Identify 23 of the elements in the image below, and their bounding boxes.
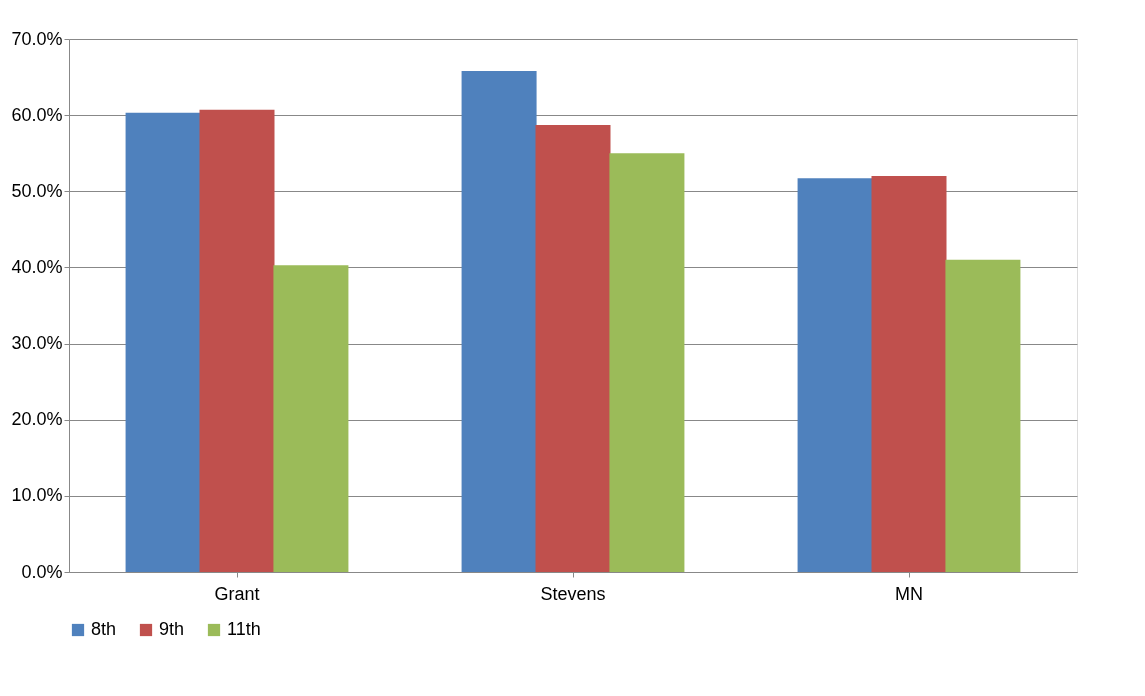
legend-label: 8th	[91, 619, 117, 639]
y-tick-label: 50.0%	[11, 180, 63, 201]
bar	[871, 176, 947, 572]
y-tick-label: 60.0%	[11, 104, 63, 125]
legend-label: 9th	[159, 619, 185, 639]
x-tick-label: MN	[895, 583, 923, 604]
bar	[945, 259, 1021, 572]
bar	[797, 178, 873, 572]
x-tick-label: Grant	[214, 583, 260, 604]
x-tick-label: Stevens	[540, 583, 606, 604]
y-tick-label: 30.0%	[11, 333, 63, 354]
bar	[609, 153, 685, 572]
y-tick-label: 10.0%	[11, 485, 63, 506]
y-tick-label: 70.0%	[11, 28, 63, 49]
y-tick-label: 20.0%	[11, 409, 63, 430]
bar	[535, 125, 611, 572]
legend-label: 11th	[227, 619, 261, 639]
bar	[461, 70, 537, 572]
bar	[125, 112, 201, 572]
bar	[199, 109, 275, 572]
y-tick-label: 40.0%	[11, 256, 63, 277]
bar	[273, 265, 349, 572]
y-tick-label: 0.0%	[21, 561, 63, 582]
